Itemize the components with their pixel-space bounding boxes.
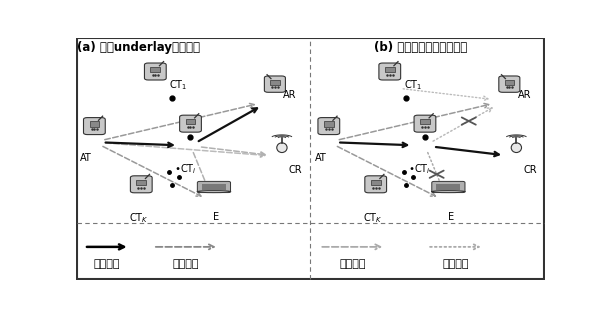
FancyBboxPatch shape xyxy=(379,63,401,80)
Ellipse shape xyxy=(276,143,287,152)
Text: E: E xyxy=(448,212,454,222)
Text: CR: CR xyxy=(289,165,302,175)
Text: 期望传输: 期望传输 xyxy=(93,259,120,269)
Ellipse shape xyxy=(197,191,231,193)
FancyBboxPatch shape xyxy=(145,63,166,80)
Bar xyxy=(136,180,146,185)
Text: 人工噪声: 人工噪声 xyxy=(442,259,469,269)
Text: 干扰信号: 干扰信号 xyxy=(339,259,365,269)
FancyBboxPatch shape xyxy=(414,115,436,132)
Text: CT$_1$: CT$_1$ xyxy=(169,78,188,92)
Text: CT$_K$: CT$_K$ xyxy=(364,211,383,225)
FancyBboxPatch shape xyxy=(365,176,387,193)
FancyBboxPatch shape xyxy=(499,76,520,92)
Text: 窃听信道: 窃听信道 xyxy=(172,259,199,269)
Bar xyxy=(505,80,514,85)
Bar xyxy=(202,184,226,191)
Bar xyxy=(151,67,160,72)
Text: $\bullet$CT$_i$: $\bullet$CT$_i$ xyxy=(174,162,197,176)
FancyBboxPatch shape xyxy=(264,76,286,92)
Text: CT$_1$: CT$_1$ xyxy=(404,78,422,92)
Text: $\bullet$CT$_i$: $\bullet$CT$_i$ xyxy=(408,162,431,176)
Ellipse shape xyxy=(431,191,465,193)
Bar xyxy=(90,122,99,127)
FancyBboxPatch shape xyxy=(197,181,231,192)
Text: CT$_K$: CT$_K$ xyxy=(129,211,149,225)
Bar xyxy=(436,184,460,191)
Bar xyxy=(385,67,394,72)
Text: AT: AT xyxy=(315,153,326,163)
Text: AR: AR xyxy=(518,90,531,100)
Ellipse shape xyxy=(511,143,522,152)
Text: AT: AT xyxy=(80,153,92,163)
FancyBboxPatch shape xyxy=(131,176,152,193)
Text: (a) 传绯underlay传输模式: (a) 传绯underlay传输模式 xyxy=(77,41,200,54)
Text: AR: AR xyxy=(283,90,297,100)
Bar xyxy=(324,122,334,127)
FancyBboxPatch shape xyxy=(318,117,339,135)
Text: CR: CR xyxy=(523,165,537,175)
Bar xyxy=(270,80,280,85)
Text: E: E xyxy=(213,212,220,222)
FancyBboxPatch shape xyxy=(432,181,465,192)
Bar xyxy=(186,119,195,124)
Bar xyxy=(371,180,381,185)
Bar xyxy=(420,119,430,124)
FancyBboxPatch shape xyxy=(83,117,105,135)
Text: (b) 本发明提出的传输模式: (b) 本发明提出的传输模式 xyxy=(374,41,467,54)
FancyBboxPatch shape xyxy=(180,115,201,132)
